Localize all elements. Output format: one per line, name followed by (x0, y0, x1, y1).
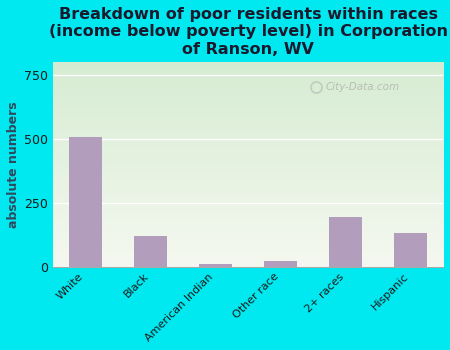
Bar (394, 233, 427, 266)
Y-axis label: absolute numbers: absolute numbers (7, 101, 20, 228)
Bar (69, 138, 102, 266)
Bar (329, 217, 362, 266)
Bar (199, 264, 232, 266)
Bar (134, 236, 167, 266)
Text: City-Data.com: City-Data.com (326, 82, 400, 92)
Title: Breakdown of poor residents within races
(income below poverty level) in Corpora: Breakdown of poor residents within races… (49, 7, 447, 57)
Bar (264, 261, 297, 266)
